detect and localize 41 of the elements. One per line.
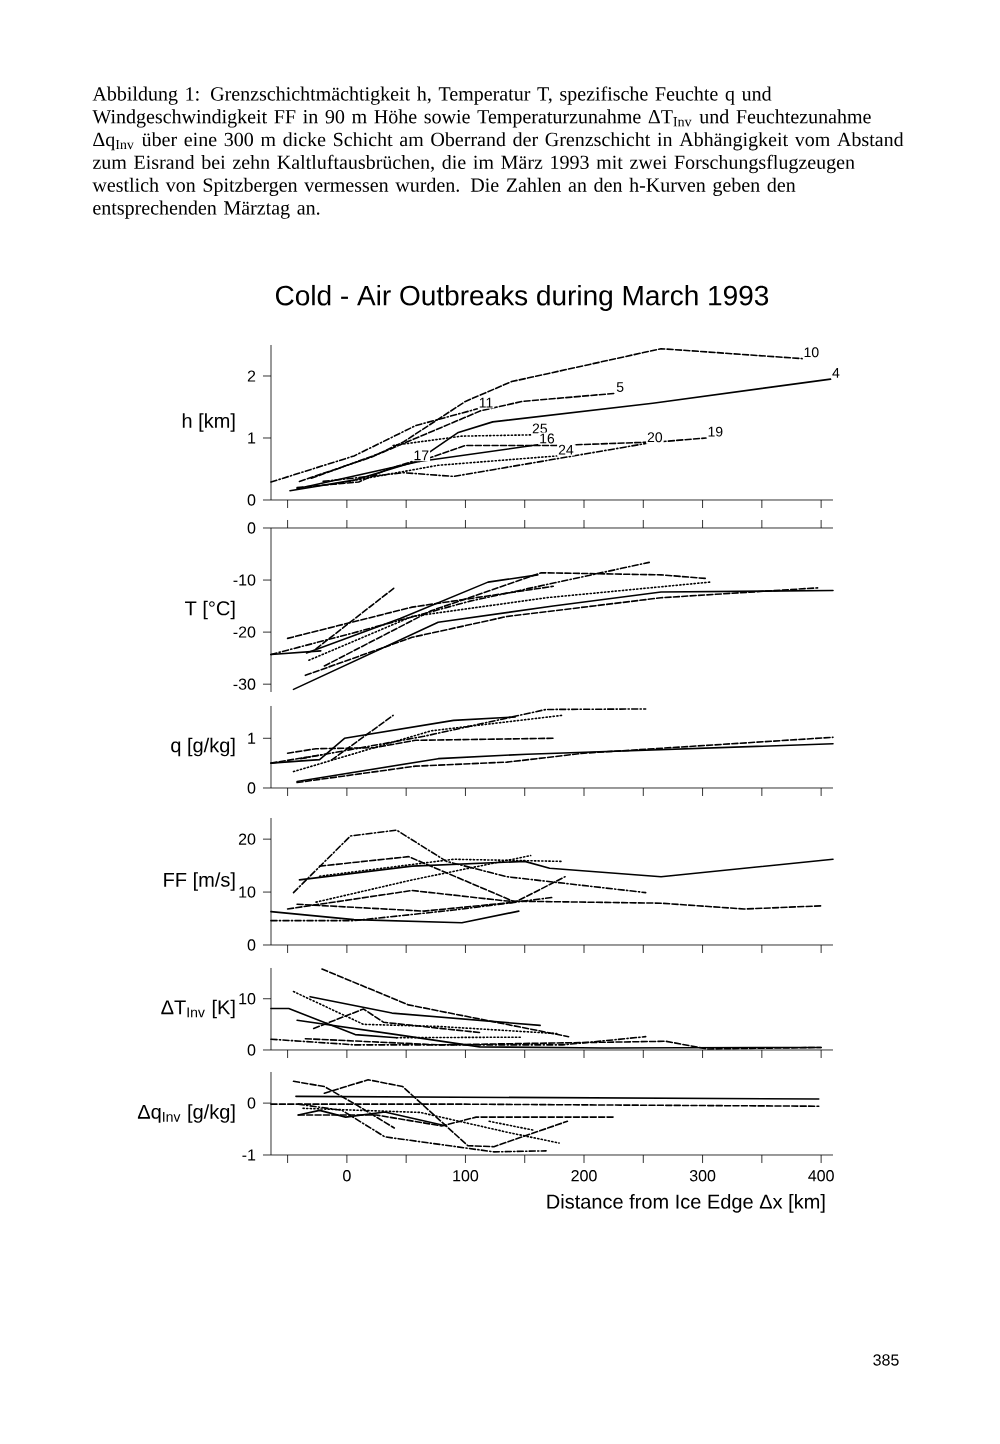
series-label: 16: [540, 433, 555, 444]
y-tick-label: 0: [247, 939, 256, 951]
y-tick-label: 0: [247, 522, 256, 534]
series-label: 19: [708, 426, 723, 437]
y-axis-title: Δq$_{Inv}$ [g/kg]: [137, 1104, 235, 1123]
y-tick-label: 10: [239, 886, 256, 898]
y-tick-label: 0: [247, 782, 256, 794]
series-label: 25: [532, 423, 548, 434]
y-tick-label: 0: [247, 1097, 256, 1109]
x-tick-label: 300: [689, 1170, 716, 1182]
text: 385: [873, 1354, 899, 1366]
series-label: 24: [558, 444, 574, 455]
x-tick-label: 400: [808, 1170, 834, 1182]
y-axis-title: T [°C]: [185, 600, 235, 620]
y-axis-title: ΔT$_{Inv}$ [K]: [161, 999, 235, 1019]
y-tick-label: 2: [247, 370, 256, 382]
series-label: 10: [804, 347, 819, 358]
x-axis-title: Distance from Ice Edge Δx [km]: [547, 1194, 825, 1213]
y-tick-label: 1: [248, 432, 256, 444]
y-tick-label: -20: [233, 626, 256, 638]
y-axis-title: FF [m/s]: [164, 872, 235, 891]
y-tick-label: 0: [247, 1044, 256, 1056]
x-tick-label: 200: [571, 1170, 597, 1182]
y-tick-label: 20: [238, 833, 256, 845]
series-label: 5: [616, 382, 624, 392]
x-tick-label: 100: [453, 1170, 479, 1182]
x-tick-label: 0: [343, 1170, 351, 1182]
y-tick-label: 1: [248, 732, 256, 744]
chart-title: Cold - Air Outbreaks during March 1993: [275, 284, 769, 312]
y-tick-label: 10: [239, 993, 256, 1005]
series-label: 4: [832, 368, 840, 378]
y-tick-label: -1: [242, 1149, 256, 1161]
series-label: 17: [414, 450, 429, 461]
y-axis-title: h [km]: [182, 413, 235, 432]
y-tick-label: 0: [247, 494, 256, 506]
series-label: 20: [647, 432, 663, 443]
y-tick-label: -10: [233, 574, 256, 586]
text: Abbildung 1: Grenzschichtmächtigkeit h, Temperatur T, spezifische Feuchte q und Windgeschwindigkeit FF in 90 m Höhe sowie Temperaturzunahme ΔT$_{Inv}$ und Feuchtezunahme Δq$_{Inv}$ über eine 300 m dicke Schicht am Oberrand der Grenzschicht in Abhängigkeit vom Abstand zum Eisrand bei zehn Kaltluftausbrüchen, die im März 1993 mit zwei Forschungsflugzeugen westlich von Spitzbergen vermessen wurden. Die Zahlen an den h-Kurven geben den entsprechenden Märztag an.: [92, 86, 904, 219]
series-label: 11: [479, 397, 493, 408]
y-axis-title: q [g/kg]: [171, 737, 235, 757]
y-tick-label: -30: [233, 678, 256, 690]
